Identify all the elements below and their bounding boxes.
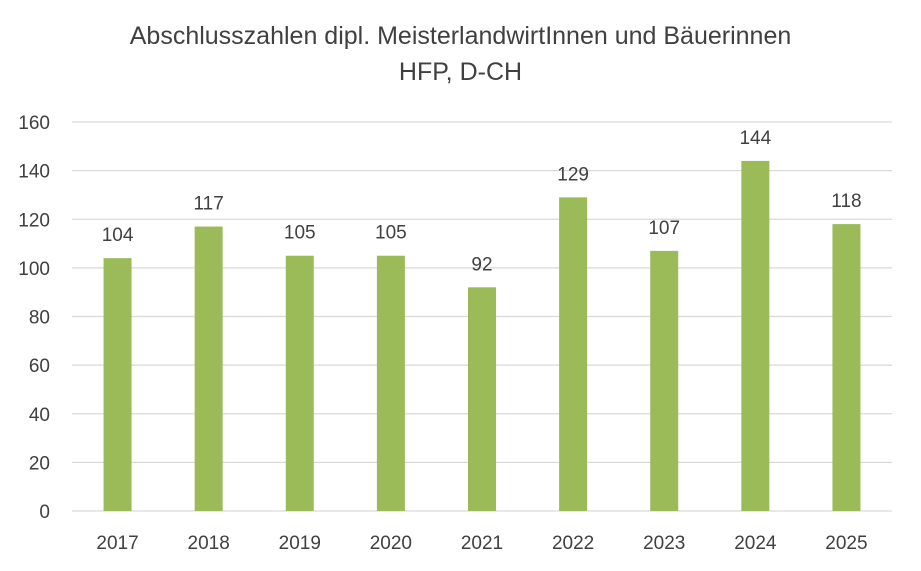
data-label-2017: 104 [102,225,134,246]
bar-2025 [832,224,861,512]
x-tick-label-2025: 2025 [825,533,867,554]
data-label-2018: 117 [194,194,224,215]
x-tick-label-2024: 2024 [734,533,777,554]
y-tick-label: 40 [29,405,50,426]
data-label-2019: 105 [284,223,316,244]
bar-2020 [376,255,405,511]
y-tick-label: 60 [29,356,50,377]
y-tick-label: 80 [29,308,50,329]
chart-title-line-2: HFP, D-CH [398,58,523,86]
bar-2018 [194,226,223,511]
data-label-2024: 144 [739,128,771,149]
y-tick-label: 140 [18,162,50,183]
x-tick-label-2017: 2017 [96,533,138,554]
x-tick-label-2022: 2022 [552,533,594,554]
data-label-2022: 129 [557,164,589,185]
bar-2023 [650,250,679,511]
x-tick-label-2023: 2023 [643,533,685,554]
bar-2021 [468,287,496,511]
x-tick-label-2021: 2021 [461,533,503,554]
data-label-2020: 105 [375,223,407,244]
y-tick-label: 160 [18,113,50,134]
bar-2022 [559,197,588,511]
bar-2017 [103,258,132,511]
y-tick-label: 120 [18,210,50,231]
data-label-2021: 92 [471,254,492,275]
y-tick-label: 100 [18,259,50,280]
x-tick-label-2020: 2020 [370,533,412,554]
x-tick-label-2018: 2018 [188,533,230,554]
y-tick-label: 20 [29,453,50,474]
data-label-2023: 107 [648,218,680,239]
y-tick-label: 0 [39,502,50,523]
bar-2019 [285,255,314,511]
chart-title-line-1: Abschlusszahlen dipl. MeisterlandwirtInn… [129,22,792,50]
x-tick-label-2019: 2019 [279,533,321,554]
bar-2024 [741,160,770,511]
data-label-2025: 118 [831,191,861,212]
